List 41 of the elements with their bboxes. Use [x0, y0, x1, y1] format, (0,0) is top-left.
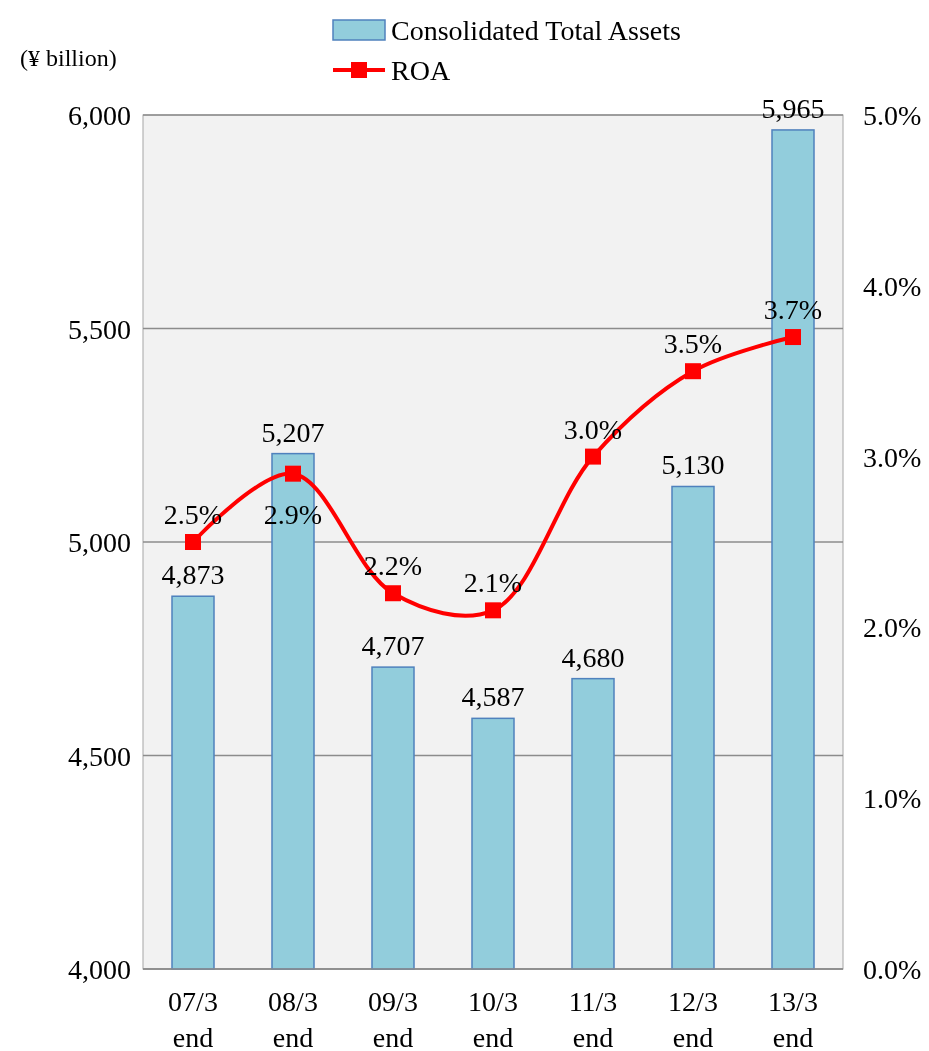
- x-tick-label: 12/3 end: [668, 986, 718, 1051]
- x-tick-label: 10/3 end: [468, 986, 518, 1051]
- point: [285, 465, 301, 482]
- y2-tick-label: 2.0%: [863, 612, 922, 644]
- text: 2.9%: [263, 498, 323, 530]
- text: 5,207: [261, 416, 325, 448]
- y-tick-label: 5,000: [68, 527, 131, 558]
- y-tick-label: 4,000: [68, 954, 131, 985]
- point: [485, 602, 501, 619]
- text: 5,965: [761, 92, 825, 124]
- y-tick-label: 4,500: [68, 740, 131, 772]
- text: 3.0%: [563, 413, 623, 445]
- point: [385, 585, 401, 602]
- y2-tick-label: 4.0%: [863, 270, 922, 302]
- legend-label: Consolidated Total Assets: [391, 15, 681, 46]
- y2-tick-label: 5.0%: [863, 100, 922, 131]
- point: [685, 363, 701, 380]
- legend-label: ROA: [391, 55, 451, 86]
- y2-tick-label: 0.0%: [863, 954, 922, 985]
- point: [185, 534, 201, 550]
- y-tick-label: 6,000: [68, 100, 131, 131]
- text: 5,130: [661, 449, 725, 481]
- point: [585, 448, 601, 465]
- point: [785, 329, 801, 346]
- x-tick-label: 07/3 end: [168, 986, 218, 1051]
- text: 3.5%: [663, 328, 723, 360]
- text: 3.7%: [763, 294, 823, 326]
- text: 2.5%: [163, 499, 223, 530]
- x-tick-label: 08/3 end: [268, 986, 318, 1051]
- y-tick-label: 5,500: [68, 313, 131, 345]
- text: 4,707: [361, 630, 425, 662]
- y-axis-title: (¥ billion): [20, 45, 117, 71]
- text: 4,587: [461, 681, 525, 713]
- y2-tick-label: 1.0%: [863, 783, 922, 815]
- x-tick-label: 11/3 end: [568, 986, 618, 1051]
- text: 2.1%: [463, 567, 523, 599]
- text: 4,873: [161, 559, 225, 591]
- text: 4,680: [561, 641, 625, 673]
- x-tick-label: 09/3 end: [368, 986, 418, 1051]
- y2-tick-label: 3.0%: [863, 441, 922, 473]
- x-tick-label: 13/3 end: [768, 986, 818, 1051]
